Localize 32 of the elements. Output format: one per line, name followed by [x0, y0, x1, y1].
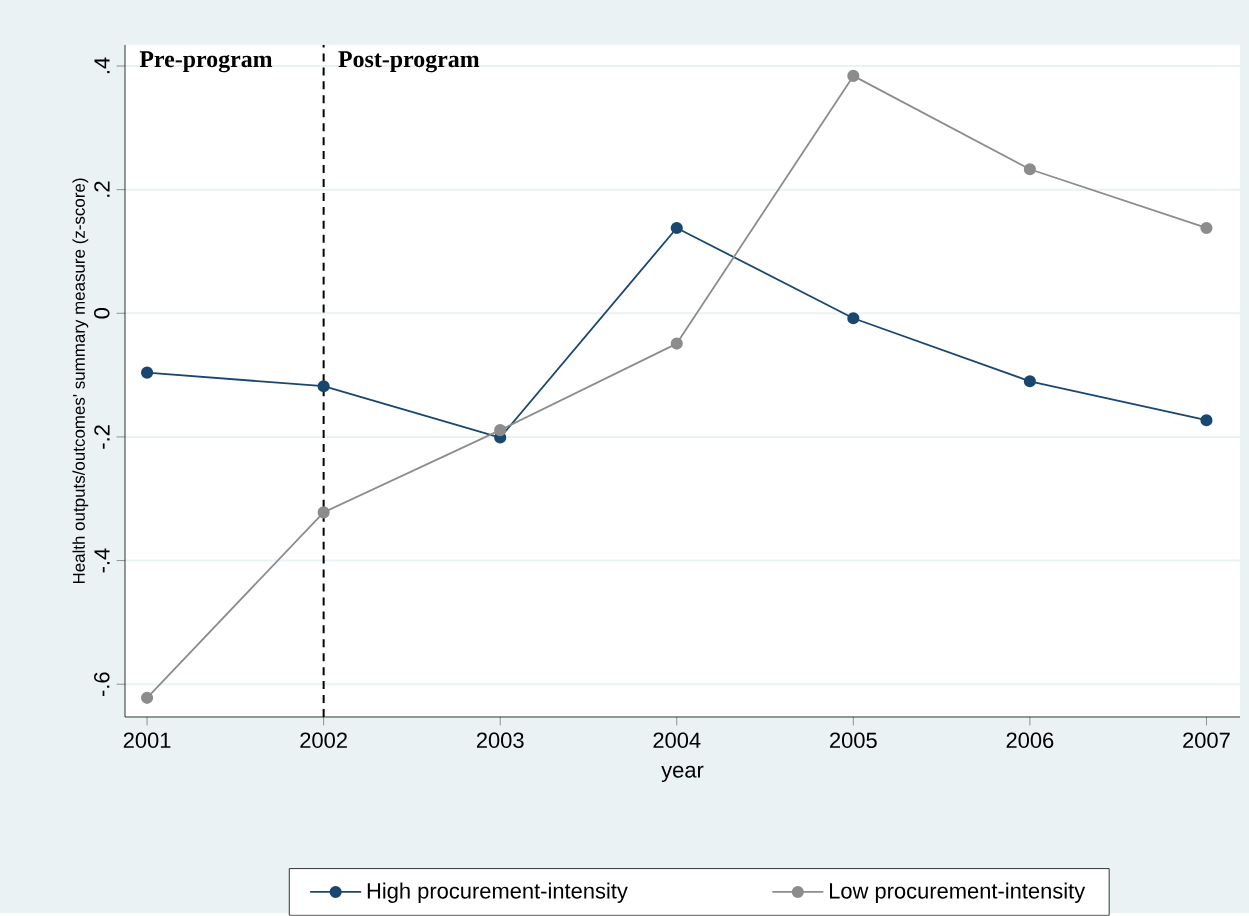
x-tick-label: 2002	[300, 732, 347, 749]
y-tick-label: -.2	[94, 425, 110, 449]
point	[494, 424, 507, 437]
point	[1023, 163, 1036, 176]
legend-label: High procurement-intensity	[367, 882, 628, 904]
point	[1200, 414, 1213, 427]
x-tick-label: 2004	[653, 732, 701, 749]
y-tick-label: .2	[94, 181, 110, 197]
point	[670, 222, 683, 235]
point	[670, 337, 683, 350]
legend-label: Low procurement-intensity	[830, 882, 1086, 904]
annotation: Pre-program	[139, 51, 273, 73]
point	[847, 312, 860, 325]
x-tick-label: 2007	[1183, 732, 1230, 749]
x-tick-label: 2005	[830, 732, 877, 749]
point	[141, 366, 154, 379]
x-tick-label: 2003	[476, 732, 524, 749]
point	[317, 380, 330, 393]
point	[317, 506, 330, 519]
y-tick-label: -.4	[94, 548, 110, 573]
y-tick-label: 0	[94, 308, 110, 319]
x-tick-label: 2006	[1006, 732, 1054, 749]
x-axis-title: year	[661, 765, 704, 783]
y-tick-label: .4	[94, 57, 110, 74]
y-tick-label: -.6	[94, 672, 110, 697]
annotation: Post-program	[338, 51, 480, 73]
y-axis-title: Health outputs/outcomes' summary measure (z-score)	[72, 178, 89, 584]
point	[847, 69, 860, 83]
point	[1200, 222, 1213, 235]
point	[141, 691, 154, 705]
point	[1023, 375, 1036, 388]
x-tick-label: 2001	[123, 732, 171, 749]
